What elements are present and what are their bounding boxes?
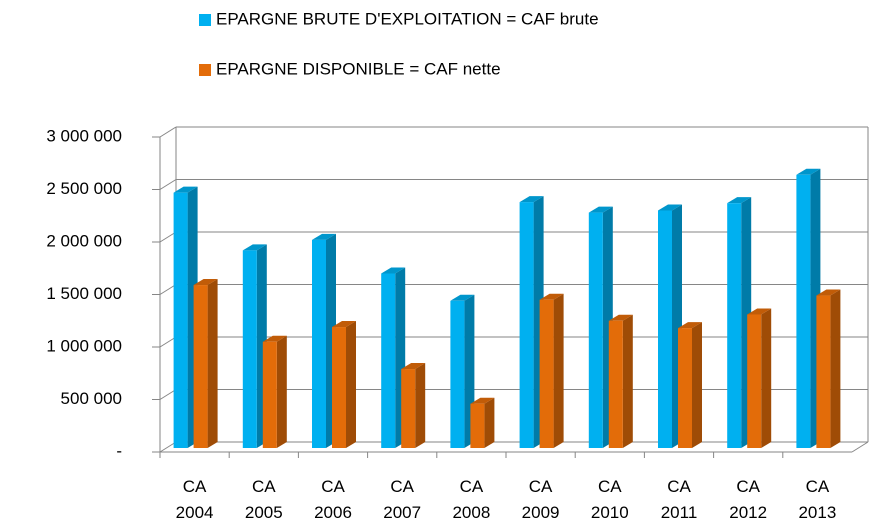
x-tick-label: CA 2009 (521, 477, 560, 522)
bar-top (262, 335, 287, 342)
bar (678, 322, 702, 448)
x-tick-label: CA 2004 (175, 477, 214, 522)
bar-top (312, 233, 336, 240)
bar-front (173, 192, 188, 448)
y-tick-label: - (116, 441, 122, 460)
bar-front (658, 210, 672, 448)
bar-front (401, 369, 416, 448)
axis-line (851, 441, 869, 453)
bar-top (401, 363, 426, 370)
bar-top (796, 168, 821, 175)
x-tick-label: CA 2010 (590, 477, 629, 522)
bar-top (332, 321, 356, 328)
bar-front (470, 403, 485, 448)
x-tick-label: CA 2008 (452, 477, 491, 522)
bar-top (381, 267, 406, 274)
bar-front (312, 239, 326, 448)
bar-top (173, 186, 198, 193)
x-tick-label: CA 2006 (314, 477, 352, 522)
legend-swatch (199, 14, 211, 26)
bar (747, 308, 772, 448)
y-tick-label: 3 000 000 (46, 126, 122, 145)
bar-top (727, 197, 752, 204)
bar-side (207, 279, 218, 448)
bar (401, 363, 426, 448)
bar-top (519, 196, 544, 203)
bar-side (692, 322, 702, 448)
y-tick-label: 500 000 (61, 389, 122, 408)
bar-side (830, 289, 841, 448)
bar-side (346, 321, 356, 448)
grid-line (159, 231, 177, 243)
bar-side (553, 293, 564, 448)
legend-swatch (199, 64, 211, 76)
bar-front (539, 299, 554, 448)
grid-line (159, 336, 177, 348)
x-tick-label: CA 2013 (798, 477, 837, 522)
bar (727, 197, 752, 448)
bar (332, 321, 356, 448)
bar-front (588, 212, 603, 448)
bar-top (193, 279, 218, 286)
x-tick-label: CA 2005 (244, 477, 283, 522)
bar-front (678, 328, 692, 448)
grid-line (159, 441, 177, 453)
bar (193, 279, 218, 448)
bar-top (470, 397, 495, 404)
y-tick-label: 2 500 000 (46, 179, 122, 198)
bar-top (450, 294, 475, 301)
bar-side (622, 314, 633, 448)
bar-top (608, 314, 633, 321)
grid-line (159, 126, 177, 138)
bar-front (796, 174, 811, 449)
bar (262, 335, 287, 448)
bar-front (816, 295, 831, 448)
grid-line (159, 284, 177, 295)
bar-front (747, 314, 762, 448)
x-tick-label: CA 2011 (660, 477, 698, 522)
bar-front (608, 320, 623, 448)
bar-front (193, 285, 208, 448)
bar-side (415, 363, 426, 448)
bar-front (727, 203, 742, 448)
bar-top (658, 204, 682, 211)
x-tick-label: CA 2007 (383, 477, 422, 522)
grid-line (159, 389, 177, 400)
bar (312, 233, 336, 448)
legend-label: EPARGNE BRUTE D'EXPLOITATION = CAF brute (216, 9, 599, 28)
bar (816, 289, 841, 448)
bar-top (242, 244, 267, 251)
y-tick-label: 1 500 000 (46, 284, 122, 303)
bar-top (678, 322, 702, 329)
bar-front (381, 273, 396, 448)
bar-top (747, 308, 772, 315)
bar-front (242, 250, 257, 448)
y-tick-label: 1 000 000 (46, 336, 122, 355)
bar-side (761, 308, 772, 448)
grid-line (159, 179, 177, 190)
bar (470, 397, 495, 448)
bar-front (519, 202, 534, 448)
bar-top (588, 206, 613, 213)
bar-top (539, 293, 564, 300)
bar (608, 314, 633, 448)
bar-front (262, 341, 277, 448)
bar (539, 293, 564, 448)
x-tick-label: CA 2012 (729, 477, 768, 522)
bar-front (450, 300, 465, 448)
bar-side (276, 335, 287, 448)
legend-label: EPARGNE DISPONIBLE = CAF nette (216, 59, 501, 78)
y-tick-label: 2 000 000 (46, 231, 122, 250)
bar-top (816, 289, 841, 296)
bar-side (484, 397, 495, 448)
bar-front (332, 327, 346, 448)
